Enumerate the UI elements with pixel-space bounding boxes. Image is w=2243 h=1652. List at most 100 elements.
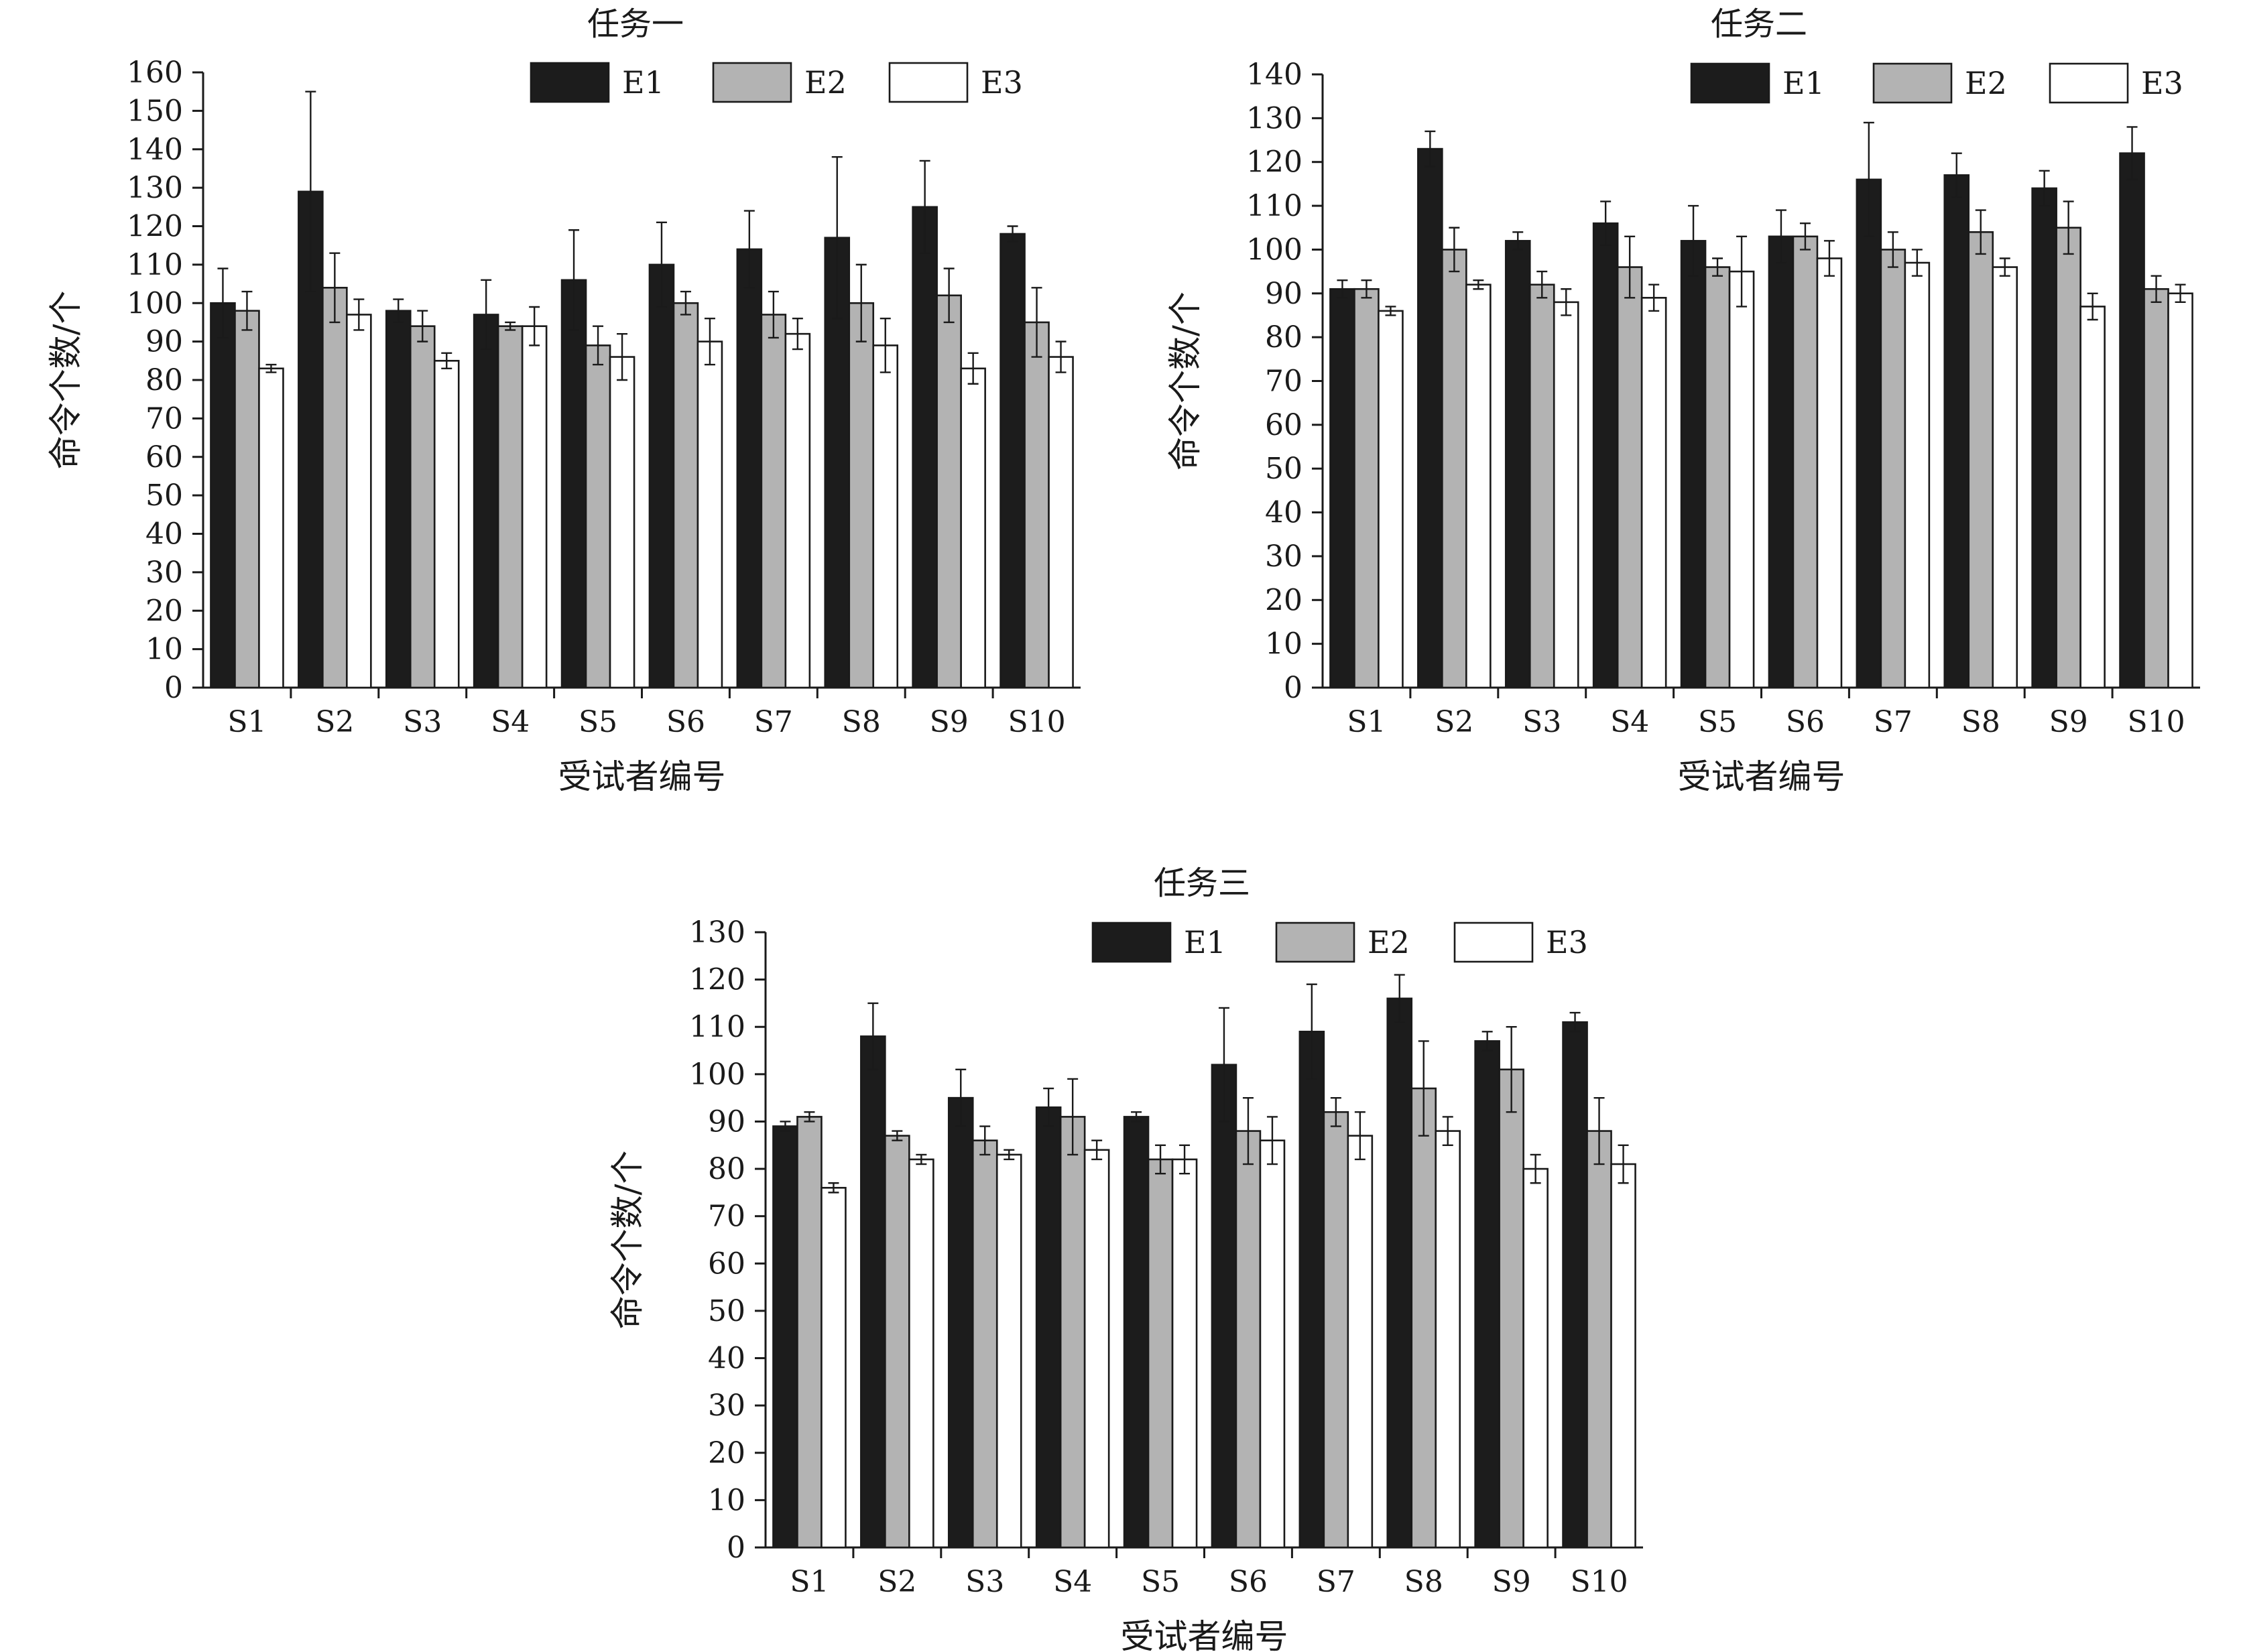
- bar-task-3-s4-e2: [1059, 1116, 1086, 1549]
- error-bar-task-3-s1-e1: [780, 1121, 791, 1132]
- error-bar-task-1-s6-e3: [704, 318, 715, 366]
- y-tick-label-task-3: 130: [689, 915, 745, 950]
- legend-swatch-task-1-e3: [888, 62, 969, 103]
- legend-swatch-task-2-e2: [1872, 62, 1953, 104]
- error-bar-task-2-s10-e2: [2150, 275, 2162, 304]
- error-bar-task-1-s3-e3: [441, 352, 452, 369]
- error-bar-task-2-s10-e1: [2126, 126, 2138, 181]
- bar-task-2-s10-e2: [2143, 288, 2169, 689]
- bar-task-3-s2-e3: [908, 1158, 934, 1549]
- bar-task-1-s8-e3: [872, 344, 899, 689]
- error-bar-task-3-s2-e3: [916, 1153, 927, 1165]
- error-bar-task-2-s7-e1: [1863, 121, 1874, 238]
- error-bar-task-1-s6-e1: [656, 221, 667, 308]
- x-tick-label-task-1: S7: [754, 705, 793, 739]
- bar-task-2-s6-e2: [1792, 235, 1819, 689]
- y-tick-label-task-3: 100: [689, 1058, 745, 1092]
- bar-task-3-s4-e3: [1083, 1149, 1110, 1549]
- y-tick-label-task-2: 90: [1265, 277, 1302, 311]
- bar-task-3-s8-e2: [1410, 1087, 1437, 1549]
- error-bar-task-3-s10-e1: [1569, 1011, 1581, 1033]
- error-bar-task-1-s1-e1: [217, 267, 229, 339]
- bar-task-3-s7-e3: [1347, 1135, 1374, 1549]
- x-tick-label-task-2: S10: [2127, 705, 2185, 739]
- legend-label-task-1-e3: E3: [981, 64, 1023, 101]
- bar-task-1-s7-e3: [784, 332, 811, 689]
- error-bar-task-2-s2-e2: [1449, 227, 1460, 273]
- bar-task-1-s5-e3: [609, 356, 635, 689]
- error-bar-task-1-s4-e3: [529, 306, 540, 346]
- bar-task-1-s9-e2: [936, 294, 962, 689]
- error-bar-task-2-s5-e3: [1736, 235, 1748, 308]
- bar-task-1-s2-e2: [322, 286, 348, 689]
- x-tick-label-task-2: S4: [1610, 705, 1649, 739]
- error-bar-task-1-s6-e2: [680, 290, 691, 316]
- bar-task-3-s6-e1: [1211, 1064, 1237, 1549]
- bar-task-1-s9-e1: [912, 206, 938, 689]
- error-bar-task-2-s7-e3: [1911, 249, 1923, 277]
- error-bar-task-1-s2-e1: [305, 90, 316, 293]
- error-bar-task-1-s1-e2: [241, 290, 253, 331]
- error-bar-task-1-s2-e3: [353, 298, 365, 331]
- bar-task-1-s5-e2: [585, 344, 611, 689]
- error-bar-task-3-s7-e3: [1354, 1111, 1366, 1161]
- error-bar-task-1-s10-e3: [1055, 340, 1067, 373]
- error-bar-task-2-s2-e3: [1473, 279, 1484, 290]
- x-tick-label-task-2: S6: [1786, 705, 1825, 739]
- error-bar-task-1-s5-e3: [617, 332, 628, 381]
- bar-task-1-s4-e2: [497, 325, 524, 689]
- bar-task-3-s9-e1: [1474, 1040, 1500, 1549]
- error-bar-task-1-s7-e1: [743, 210, 755, 289]
- error-bar-task-3-s6-e2: [1242, 1096, 1254, 1165]
- chart-panel-task-2: 任务二 0 10 20 30 40 50 60 70 80 90 100 110 120 130 140 命令个…: [1166, 5, 2200, 796]
- error-bar-task-3-s6-e3: [1266, 1116, 1278, 1165]
- y-tick-label-task-3: 30: [708, 1389, 745, 1423]
- bar-task-1-s3-e3: [433, 360, 460, 689]
- error-bar-task-1-s2-e2: [329, 252, 341, 324]
- error-bar-task-1-s9-e2: [943, 267, 955, 324]
- bar-task-1-s3-e2: [409, 325, 436, 689]
- y-tick-label-task-3: 50: [708, 1294, 745, 1328]
- chart-title-task-1: 任务一: [587, 5, 684, 43]
- bar-task-3-s10-e1: [1562, 1021, 1588, 1549]
- x-tick-label-task-1: S6: [666, 705, 705, 739]
- legend-label-task-2-e3: E3: [2141, 65, 2183, 101]
- x-tick-label-task-1: S3: [403, 705, 442, 739]
- x-tick-label-task-3: S2: [877, 1565, 916, 1599]
- bar-task-3-s6-e3: [1259, 1139, 1286, 1549]
- error-bar-task-2-s9-e1: [2039, 170, 2050, 207]
- y-tick-label-task-1: 50: [145, 479, 183, 513]
- error-bar-task-3-s4-e2: [1067, 1078, 1079, 1156]
- error-bar-task-2-s5-e1: [1688, 204, 1699, 277]
- x-tick-label-task-1: S10: [1008, 705, 1065, 739]
- error-bar-task-2-s2-e1: [1424, 130, 1436, 168]
- bar-task-2-s4-e1: [1592, 222, 1619, 689]
- x-tick-label-task-2: S5: [1698, 705, 1737, 739]
- x-tick-label-task-3: S9: [1492, 1565, 1531, 1599]
- bar-task-1-s8-e2: [848, 302, 875, 689]
- error-bar-task-1-s4-e2: [505, 321, 516, 331]
- chart-title-task-3: 任务三: [1154, 865, 1250, 902]
- bar-task-1-s6-e2: [672, 302, 699, 689]
- error-bar-task-2-s3-e1: [1512, 231, 1524, 251]
- error-bar-task-3-s9-e3: [1530, 1153, 1541, 1184]
- y-tick-label-task-2: 140: [1246, 58, 1302, 92]
- legend-swatch-task-2-e3: [2049, 62, 2129, 104]
- bar-task-1-s6-e3: [696, 340, 723, 689]
- chart-panel-task-3: 任务三 0 10 20 30 40 50 60 70 80 90 100 110 120 130 命令个数/个…: [608, 865, 1643, 1652]
- bar-task-1-s4-e3: [521, 325, 548, 689]
- x-tick-label-task-2: S2: [1435, 705, 1473, 739]
- error-bar-task-1-s7-e2: [768, 290, 779, 339]
- bar-task-2-s8-e3: [1992, 266, 2018, 689]
- bar-task-3-s10-e3: [1610, 1163, 1636, 1549]
- x-tick-label-task-3: S1: [790, 1565, 829, 1599]
- error-bar-task-3-s5-e3: [1179, 1144, 1191, 1175]
- legend-label-task-1-e2: E2: [804, 64, 847, 101]
- bar-task-3-s10-e2: [1586, 1130, 1612, 1549]
- y-tick-label-task-1: 90: [145, 325, 183, 359]
- bar-task-2-s7-e1: [1856, 178, 1882, 689]
- legend-swatch-task-2-e1: [1690, 62, 1770, 104]
- bar-task-1-s4-e1: [473, 314, 499, 689]
- error-bar-task-2-s5-e2: [1712, 257, 1723, 277]
- y-tick-label-task-3: 40: [708, 1342, 745, 1376]
